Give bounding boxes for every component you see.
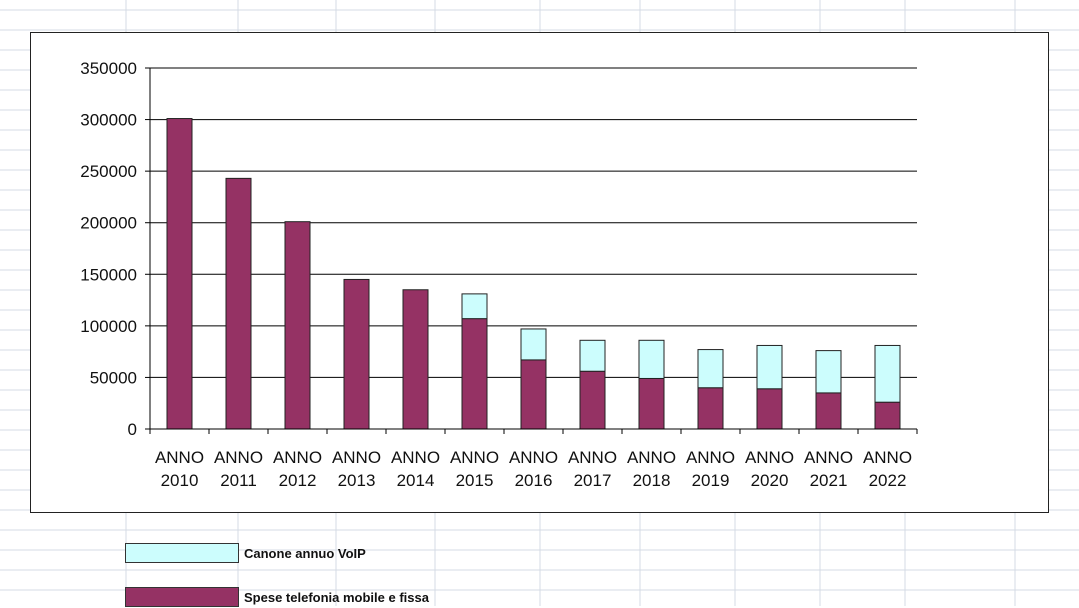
x-tick-label: 2015: [456, 471, 494, 490]
bar-voip: [815, 350, 842, 394]
bar-voip: [697, 349, 724, 389]
y-tick-label: 100000: [80, 317, 137, 336]
legend-swatch-voip: [125, 543, 239, 563]
x-tick-label: ANNO: [273, 448, 322, 467]
x-tick-label: 2014: [397, 471, 435, 490]
legend-label-voip: Canone annuo VoIP: [244, 545, 366, 561]
bar-telefonia: [402, 289, 429, 430]
x-tick-label: ANNO: [863, 448, 912, 467]
y-tick-label: 250000: [80, 162, 137, 181]
bar-voip: [874, 344, 901, 403]
bar-telefonia: [166, 118, 193, 430]
legend-swatch-telefonia: [125, 587, 239, 607]
x-tick-label: 2018: [633, 471, 671, 490]
x-tick-label: ANNO: [214, 448, 263, 467]
x-tick-label: 2020: [751, 471, 789, 490]
bar-telefonia: [343, 278, 370, 430]
x-tick-label: ANNO: [627, 448, 676, 467]
bar-voip: [579, 339, 606, 372]
legend-item-voip: Canone annuo VoIP: [125, 542, 366, 564]
legend-item-telefonia: Spese telefonia mobile e fissa: [125, 586, 429, 608]
x-tick-label: 2019: [692, 471, 730, 490]
bar-voip: [756, 344, 783, 390]
bar-voip: [461, 293, 488, 320]
x-tick-label: ANNO: [804, 448, 853, 467]
bar-telefonia: [579, 370, 606, 430]
x-tick-label: 2012: [279, 471, 317, 490]
bar-telefonia: [284, 221, 311, 430]
legend-label-telefonia: Spese telefonia mobile e fissa: [244, 589, 429, 605]
x-tick-label: ANNO: [568, 448, 617, 467]
x-tick-label: 2021: [810, 471, 848, 490]
bar-telefonia: [225, 177, 252, 430]
bar-telefonia: [520, 359, 547, 430]
y-tick-label: 0: [128, 420, 137, 439]
bar-voip: [520, 328, 547, 361]
x-tick-label: ANNO: [391, 448, 440, 467]
y-tick-label: 150000: [80, 265, 137, 284]
y-tick-label: 300000: [80, 111, 137, 130]
x-tick-label: ANNO: [450, 448, 499, 467]
x-tick-label: 2013: [338, 471, 376, 490]
bar-telefonia: [638, 377, 665, 430]
bar-voip: [638, 339, 665, 379]
y-tick-label: 350000: [80, 59, 137, 78]
x-tick-label: 2011: [220, 471, 257, 490]
bar-chart: 0 50000 100000 150000 200000 250000 300000 3500…: [80, 59, 918, 490]
x-tick-label: ANNO: [332, 448, 381, 467]
bar-telefonia: [815, 392, 842, 430]
x-tick-label: 2022: [869, 471, 907, 490]
y-tick-label: 50000: [90, 368, 137, 387]
y-tick-label: 200000: [80, 214, 137, 233]
x-tick-label: 2010: [161, 471, 199, 490]
x-tick-label: ANNO: [155, 448, 204, 467]
x-tick-label: 2017: [574, 471, 612, 490]
x-tick-label: ANNO: [509, 448, 558, 467]
x-tick-label: 2016: [515, 471, 553, 490]
bar-telefonia: [697, 387, 724, 430]
chart-area[interactable]: 0 50000 100000 150000 200000 250000 300000 3500…: [30, 32, 1049, 513]
bar-telefonia: [461, 318, 488, 430]
bar-telefonia: [874, 401, 901, 430]
x-tick-label: ANNO: [745, 448, 794, 467]
x-tick-label: ANNO: [686, 448, 735, 467]
bar-telefonia: [756, 388, 783, 430]
